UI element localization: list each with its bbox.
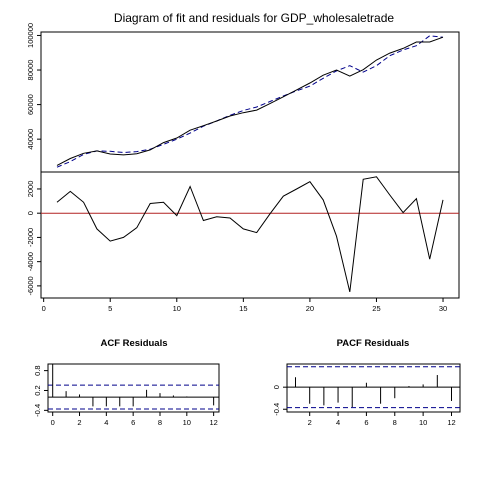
residual-panel: -6000 -4000 -2000 0 2000 0 5 10 15 20 25 30 xyxy=(26,171,460,313)
acf-title: ACF Residuals xyxy=(100,338,167,349)
pacf-xtick-label: 10 xyxy=(419,418,427,427)
actual-series-line xyxy=(56,36,444,166)
fit-ytick-label: 100000 xyxy=(26,23,35,48)
residual-xtick-label: 10 xyxy=(173,304,181,313)
residual-xtick-label: 15 xyxy=(239,304,247,313)
acf-xtick-label: 2 xyxy=(77,418,81,427)
acf-xtick-label: 10 xyxy=(183,418,191,427)
pacf-ytick-label: -0.4 xyxy=(272,403,281,416)
pacf-panel: PACF Residuals -0.4 0 2 4 6 8 10 12 xyxy=(272,338,461,427)
residual-xtick-label: 25 xyxy=(372,304,380,313)
pacf-xtick-label: 4 xyxy=(336,418,340,427)
pacf-plot-frame xyxy=(286,363,461,413)
pacf-xtick-label: 2 xyxy=(308,418,312,427)
acf-xtick-label: 8 xyxy=(158,418,162,427)
residual-xtick-label: 0 xyxy=(42,304,46,313)
residual-series-line xyxy=(56,176,444,293)
fit-ytick-label: 80000 xyxy=(26,60,35,81)
acf-xtick-label: 12 xyxy=(209,418,217,427)
pacf-xtick-label: 8 xyxy=(393,418,397,427)
pacf-xtick-label: 12 xyxy=(447,418,455,427)
residual-xtick-label: 20 xyxy=(306,304,314,313)
residual-ytick-label: -6000 xyxy=(26,276,35,295)
residual-plot-frame xyxy=(40,171,460,299)
pacf-ytick-label: 0 xyxy=(272,385,281,389)
pacf-title: PACF Residuals xyxy=(337,338,410,349)
residual-xtick-label: 5 xyxy=(108,304,112,313)
residual-ytick-label: -4000 xyxy=(26,252,35,271)
residual-ytick-label: 2000 xyxy=(26,181,35,198)
fit-panel: 40000 60000 80000 100000 xyxy=(26,23,460,173)
acf-ytick-label: 0.2 xyxy=(33,385,42,395)
acf-xtick-label: 0 xyxy=(51,418,55,427)
fit-ytick-label: 40000 xyxy=(26,129,35,150)
pacf-xtick-label: 6 xyxy=(364,418,368,427)
residual-ytick-label: -2000 xyxy=(26,228,35,247)
fit-ytick-label: 60000 xyxy=(26,94,35,115)
acf-xtick-label: 6 xyxy=(131,418,135,427)
acf-ytick-label: 0.8 xyxy=(33,365,42,375)
residual-xtick-label: 30 xyxy=(439,304,447,313)
residual-ytick-label: 0 xyxy=(26,211,35,215)
acf-ytick-label: -0.4 xyxy=(33,404,42,417)
acf-xtick-label: 4 xyxy=(104,418,108,427)
chart-title: Diagram of fit and residuals for GDP_who… xyxy=(114,11,394,25)
fitted-series-line xyxy=(56,35,444,168)
acf-panel: ACF Residuals -0.4 0.2 0.8 0 2 4 6 8 10 12 xyxy=(33,338,220,427)
